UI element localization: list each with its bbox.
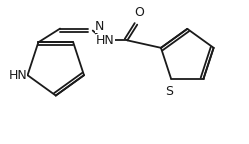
Text: O: O [134, 6, 144, 19]
Text: HN: HN [96, 34, 115, 47]
Text: N: N [95, 20, 104, 33]
Text: S: S [165, 85, 173, 98]
Text: HN: HN [8, 69, 27, 82]
